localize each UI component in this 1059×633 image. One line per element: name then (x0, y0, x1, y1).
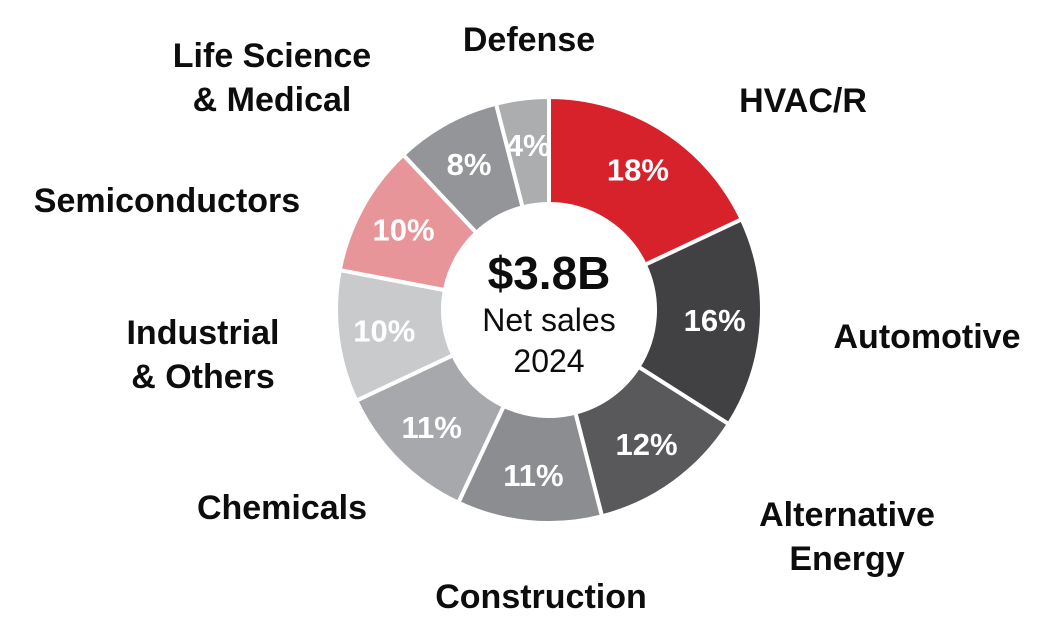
segment-label-hvacr: HVAC/R (739, 81, 867, 120)
slice-automotive (636, 217, 764, 427)
net-sales-value: $3.8B (487, 246, 611, 299)
pct-label-defense: 4% (506, 128, 551, 163)
pct-label-alternative-energy: 12% (616, 427, 678, 462)
segment-label-construction: Construction (435, 577, 647, 616)
slice-hvacr (547, 95, 744, 267)
segment-label-semiconductors: Semiconductors (33, 181, 301, 220)
pct-label-automotive: 16% (684, 303, 746, 338)
pct-label-life-science-medical: 8% (447, 147, 492, 182)
segment-label-life-science-medical: Life Science & Medical (172, 36, 372, 119)
segment-label-automotive: Automotive (833, 317, 1021, 356)
segment-label-industrial-others: Industrial & Others (126, 313, 280, 396)
net-sales-caption-line1: Net sales (482, 301, 616, 338)
slice-defense (494, 95, 551, 210)
segment-label-defense: Defense (462, 20, 596, 59)
net-sales-caption-line2: 2024 (513, 343, 585, 380)
pct-label-industrial-others: 10% (353, 313, 415, 348)
pct-label-semiconductors: 10% (373, 213, 435, 248)
chart-center-text: $3.8B Net sales 2024 (439, 247, 659, 383)
segment-label-alternative-energy: Alternative Energy (759, 495, 935, 578)
pct-label-hvacr: 18% (607, 152, 669, 187)
segment-label-chemicals: Chemicals (196, 488, 368, 527)
pct-label-chemicals: 11% (401, 410, 461, 445)
pct-label-construction: 11% (503, 458, 563, 493)
